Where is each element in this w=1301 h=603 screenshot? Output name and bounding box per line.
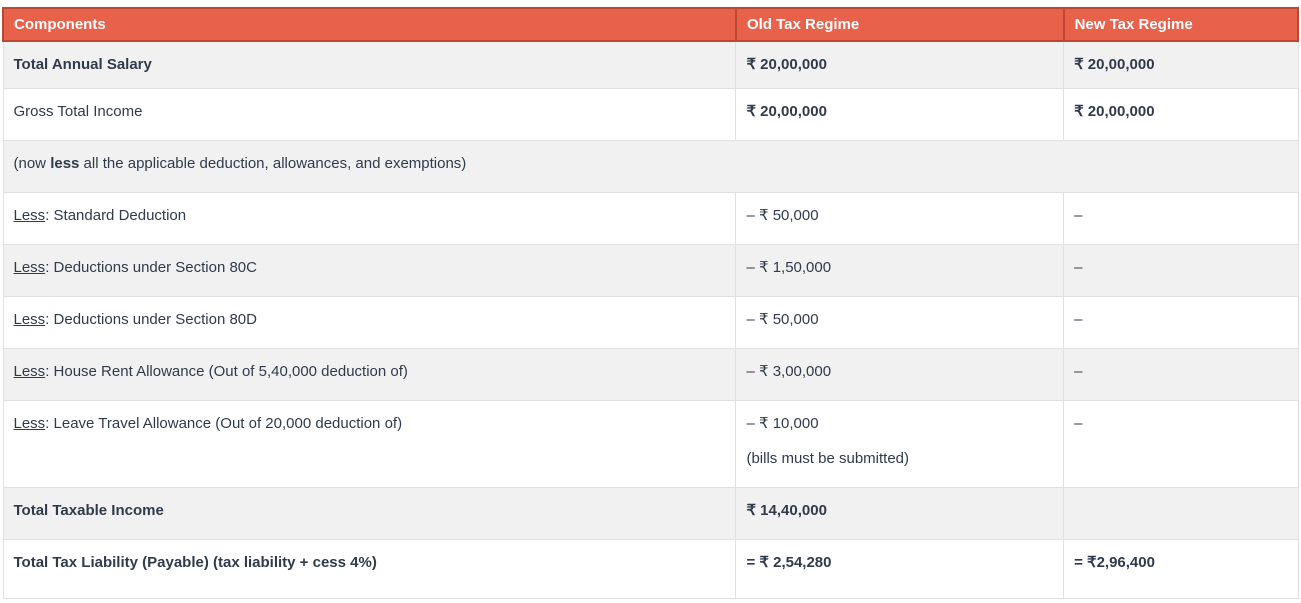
table-row-section-80d: Less: Deductions under Section 80D – ₹ 5… [2, 296, 1299, 349]
old-regime-value: – ₹ 50,000 [735, 296, 1065, 349]
old-regime-value: – ₹ 50,000 [735, 192, 1065, 245]
table-row-total-annual-salary: Total Annual Salary ₹ 20,00,000 ₹ 20,00,… [2, 40, 1299, 89]
new-regime-value: – [1063, 296, 1299, 349]
row-label-text: : Standard Deduction [45, 207, 187, 224]
column-header-components: Components [2, 7, 737, 42]
less-keyword: Less [13, 259, 46, 276]
less-keyword: Less [13, 415, 46, 432]
note-text-bold: less [50, 155, 80, 172]
tax-regime-comparison-table: Components Old Tax Regime New Tax Regime… [2, 7, 1300, 599]
new-regime-value: – [1063, 192, 1299, 245]
old-regime-value: ₹ 20,00,000 [735, 40, 1065, 89]
bills-note: (bills must be submitted) [746, 450, 910, 467]
new-regime-value: – [1063, 348, 1299, 401]
row-label: Less: Leave Travel Allowance (Out of 20,… [2, 400, 737, 488]
row-label: Less: House Rent Allowance (Out of 5,40,… [2, 348, 737, 401]
note-text-suffix: all the applicable deduction, allowances… [79, 155, 467, 172]
less-keyword: Less [13, 207, 46, 224]
less-keyword: Less [13, 311, 46, 328]
new-regime-value: ₹ 20,00,000 [1063, 40, 1299, 89]
table-row-leave-travel-allowance: Less: Leave Travel Allowance (Out of 20,… [2, 400, 1299, 488]
row-label: Total Annual Salary [2, 40, 737, 89]
column-header-old-tax-regime: Old Tax Regime [734, 7, 1065, 42]
row-label-text: : Leave Travel Allowance (Out of 20,000 … [45, 415, 403, 432]
table-row-total-taxable-income: Total Taxable Income ₹ 14,40,000 [2, 487, 1299, 540]
old-regime-value: – ₹ 10,000 (bills must be submitted) [735, 400, 1065, 488]
new-regime-value: = ₹2,96,400 [1063, 539, 1299, 599]
row-label: Less: Standard Deduction [2, 192, 737, 245]
note-text-prefix: (now [13, 155, 51, 172]
table-row-deductions-note: (now less all the applicable deduction, … [2, 140, 1299, 193]
new-regime-value [1063, 487, 1299, 540]
old-regime-amount: – ₹ 10,000 [746, 415, 819, 432]
new-regime-value: ₹ 20,00,000 [1063, 88, 1299, 141]
row-label: Less: Deductions under Section 80C [2, 244, 737, 297]
table-row-section-80c: Less: Deductions under Section 80C – ₹ 1… [2, 244, 1299, 297]
row-label: Less: Deductions under Section 80D [2, 296, 737, 349]
row-label: Gross Total Income [2, 88, 737, 141]
old-regime-value: ₹ 14,40,000 [735, 487, 1065, 540]
new-regime-value: – [1063, 400, 1299, 488]
row-label-text: : Deductions under Section 80C [45, 259, 257, 276]
row-label: Total Taxable Income [2, 487, 737, 540]
deductions-note: (now less all the applicable deduction, … [2, 140, 1299, 193]
table-row-total-tax-liability: Total Tax Liability (Payable) (tax liabi… [2, 539, 1299, 599]
old-regime-value: = ₹ 2,54,280 [735, 539, 1065, 599]
row-label: Total Tax Liability (Payable) (tax liabi… [2, 539, 737, 599]
new-regime-value: – [1063, 244, 1299, 297]
table-row-house-rent-allowance: Less: House Rent Allowance (Out of 5,40,… [2, 348, 1299, 401]
row-label-text: : House Rent Allowance (Out of 5,40,000 … [45, 363, 408, 380]
less-keyword: Less [13, 363, 46, 380]
header-row: Components Old Tax Regime New Tax Regime [2, 7, 1300, 42]
row-label-text: : Deductions under Section 80D [45, 311, 257, 328]
table-row-standard-deduction: Less: Standard Deduction – ₹ 50,000 – [2, 192, 1299, 245]
table-row-gross-total-income: Gross Total Income ₹ 20,00,000 ₹ 20,00,0… [2, 88, 1299, 141]
column-header-new-tax-regime: New Tax Regime [1062, 7, 1300, 42]
old-regime-value: – ₹ 1,50,000 [735, 244, 1065, 297]
old-regime-value: – ₹ 3,00,000 [735, 348, 1065, 401]
old-regime-value: ₹ 20,00,000 [735, 88, 1065, 141]
